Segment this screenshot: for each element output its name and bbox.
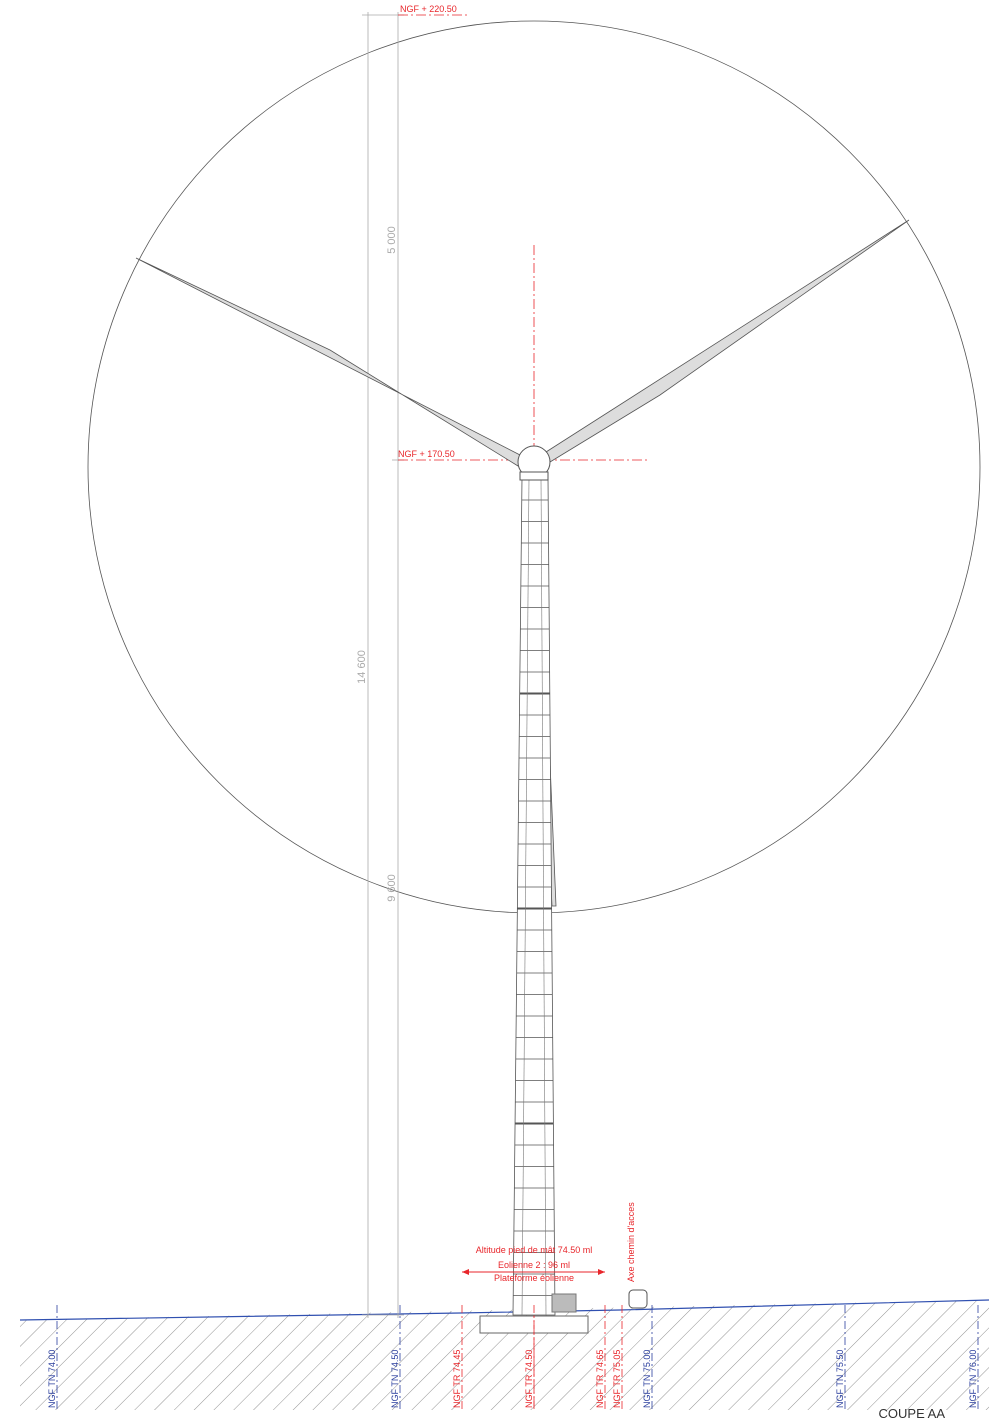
caption: COUPE AA [879,1406,946,1421]
level-label: NGF TN 76.00 [968,1350,978,1408]
dimension-lines [362,12,404,1318]
vehicle [629,1290,647,1308]
level-label: NGF TN 75.00 [642,1350,652,1408]
level-label: NGF + 220.50 [400,4,457,14]
level-label: NGF + 170.50 [398,449,455,459]
drawing: 5 000 14 600 9 600 NGF + 220.50 NGF + 17… [0,0,989,1425]
page: 5 000 14 600 9 600 NGF + 220.50 NGF + 17… [0,0,989,1425]
dimension-label: 9 600 [386,874,398,902]
level-label: NGF TR 74.50 [524,1350,534,1408]
level-label: NGF TR 74.65 [595,1350,605,1408]
dimension-label: 5 000 [386,226,398,254]
annotation: Plateforme éolienne [494,1273,574,1283]
level-label: NGF TN 74.00 [47,1350,57,1408]
nacelle [520,472,548,480]
level-label: NGF TN 74.50 [390,1350,400,1408]
transformer [552,1294,576,1312]
dimension-label: 14 600 [356,650,368,684]
level-label: NGF TN 75.50 [835,1350,845,1408]
level-label: NGF TR 75.05 [612,1350,622,1408]
tower [513,478,555,1315]
annotation: Altitude pied de mât 74.50 ml [476,1245,593,1255]
annotation: Eolienne 2 : 96 ml [498,1260,570,1270]
level-label: NGF TR 74.45 [452,1350,462,1408]
annotation: Axe chemin d'acces [626,1202,636,1282]
